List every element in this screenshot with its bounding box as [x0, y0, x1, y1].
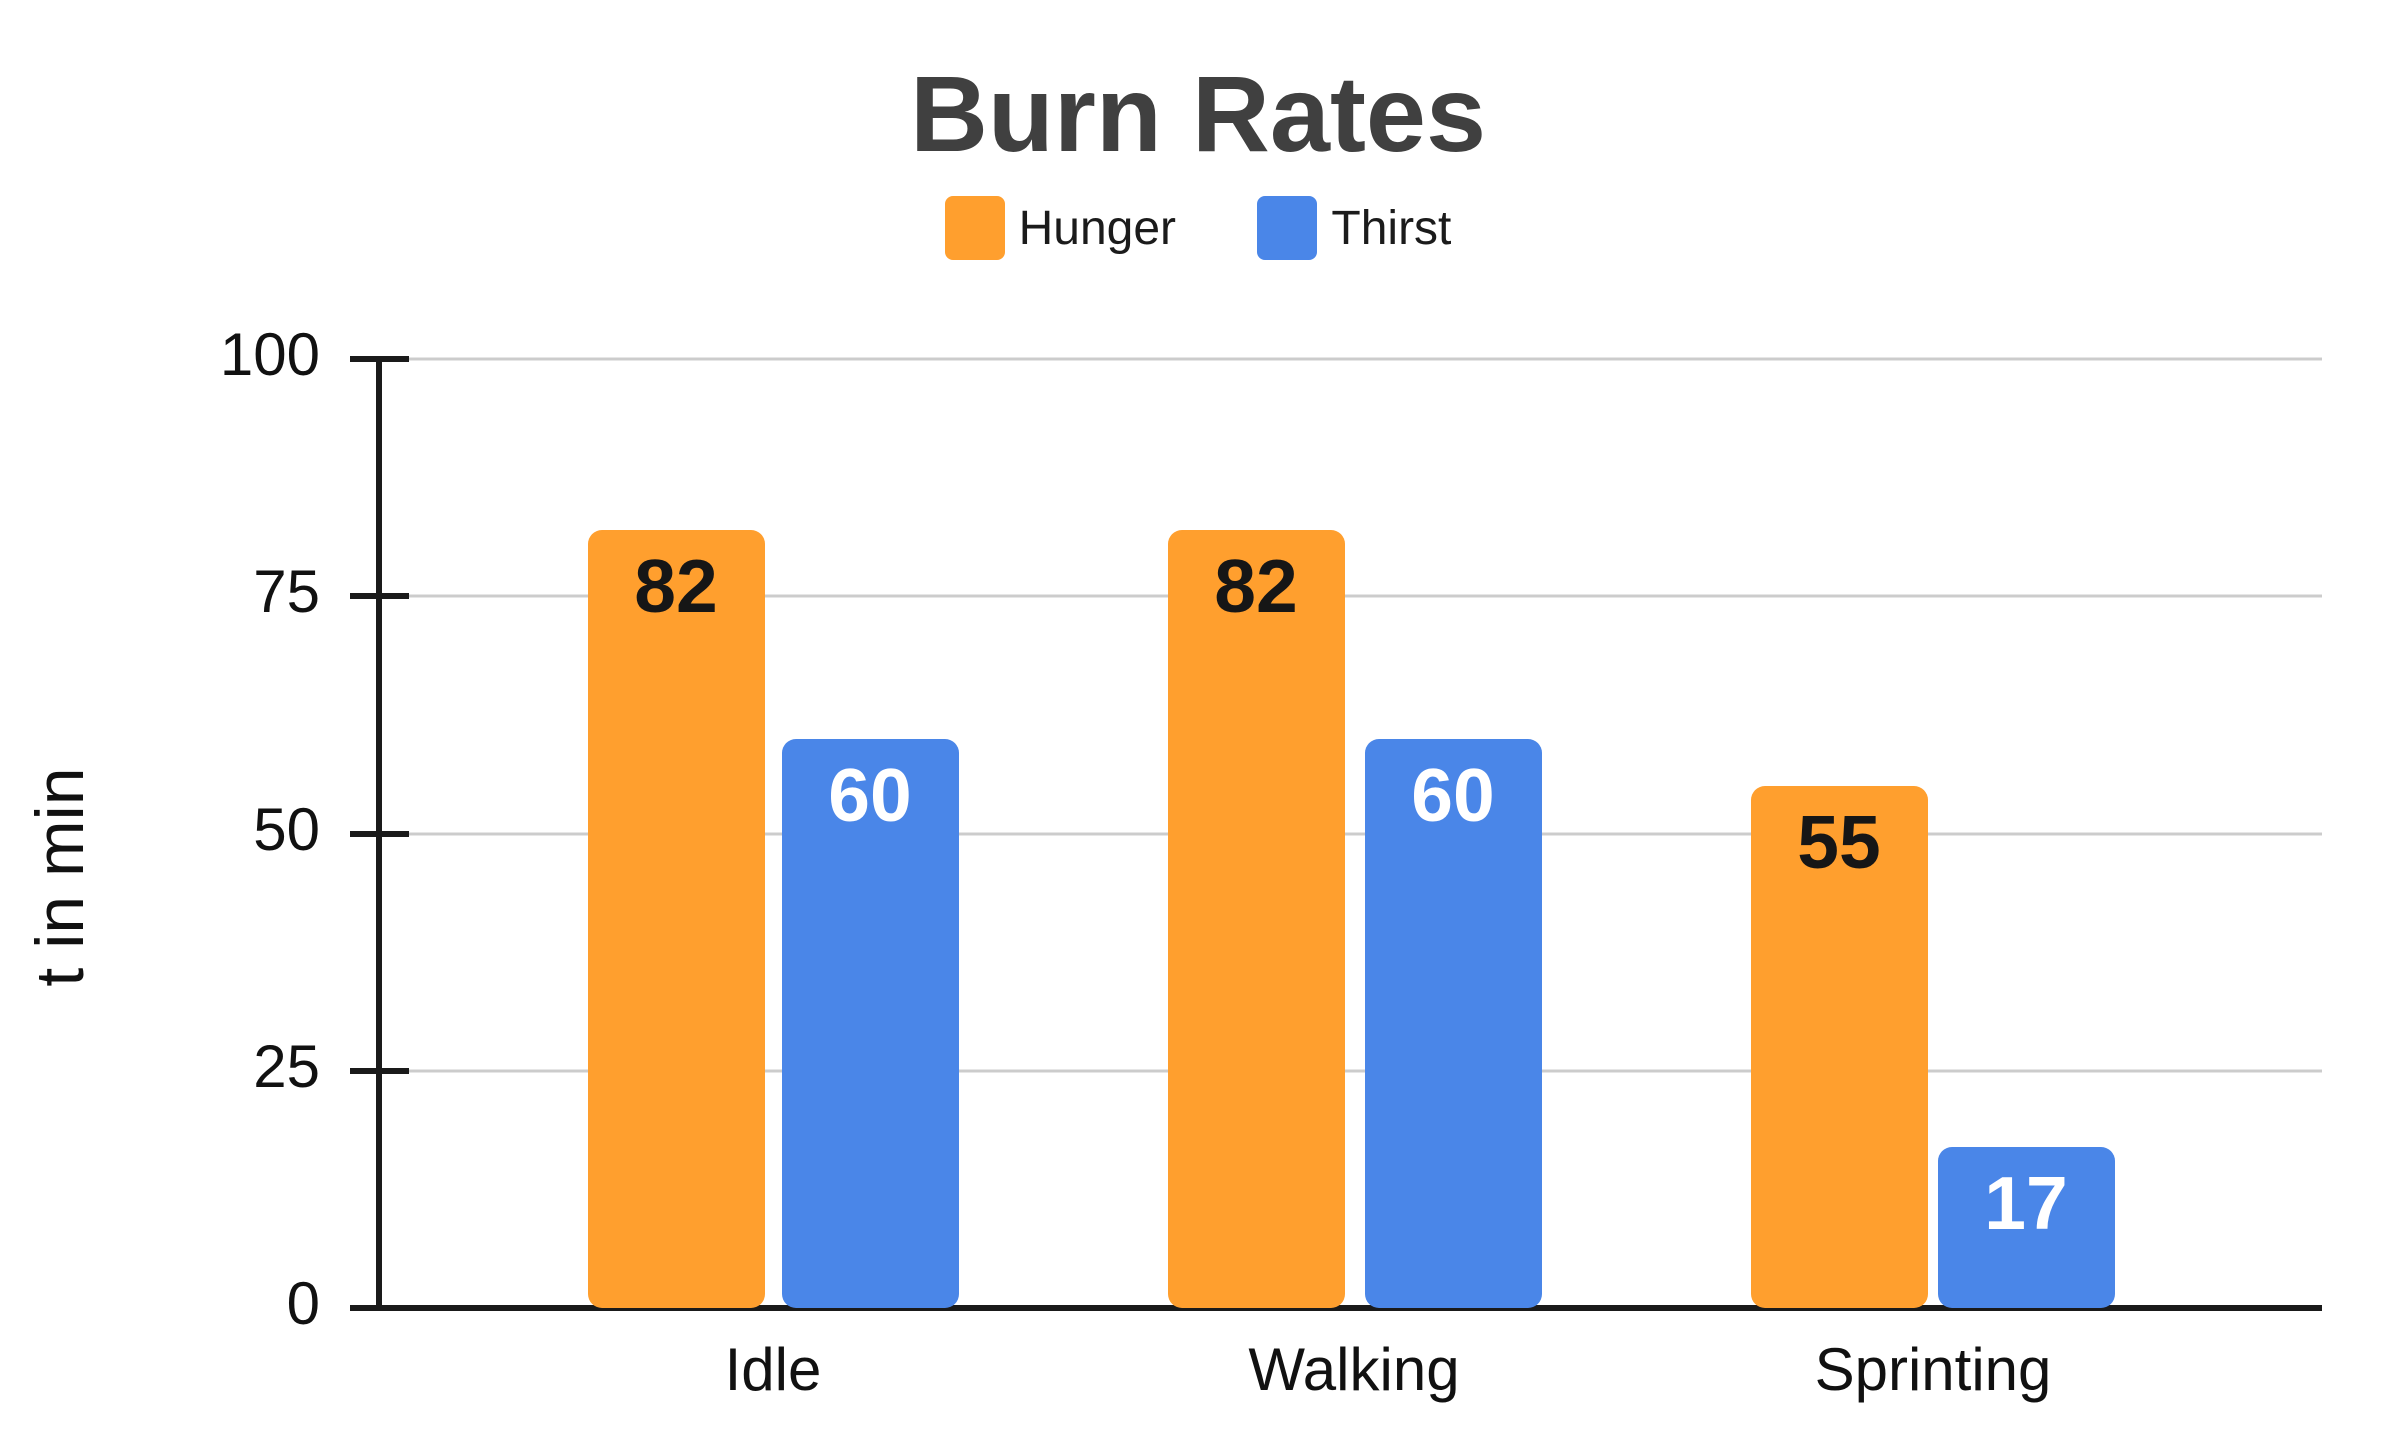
svg-text:Walking: Walking [1248, 1336, 1459, 1403]
svg-text:60: 60 [1411, 753, 1494, 837]
svg-text:25: 25 [253, 1033, 320, 1100]
svg-text:60: 60 [828, 753, 911, 837]
svg-text:Sprinting: Sprinting [1815, 1336, 2052, 1403]
svg-text:75: 75 [253, 558, 320, 625]
svg-text:55: 55 [1797, 800, 1880, 884]
svg-text:82: 82 [1214, 544, 1297, 628]
svg-text:100: 100 [220, 321, 320, 388]
svg-text:50: 50 [253, 796, 320, 863]
svg-text:Idle: Idle [725, 1336, 822, 1403]
svg-text:17: 17 [1984, 1161, 2067, 1245]
svg-text:82: 82 [634, 544, 717, 628]
svg-text:0: 0 [287, 1270, 320, 1337]
